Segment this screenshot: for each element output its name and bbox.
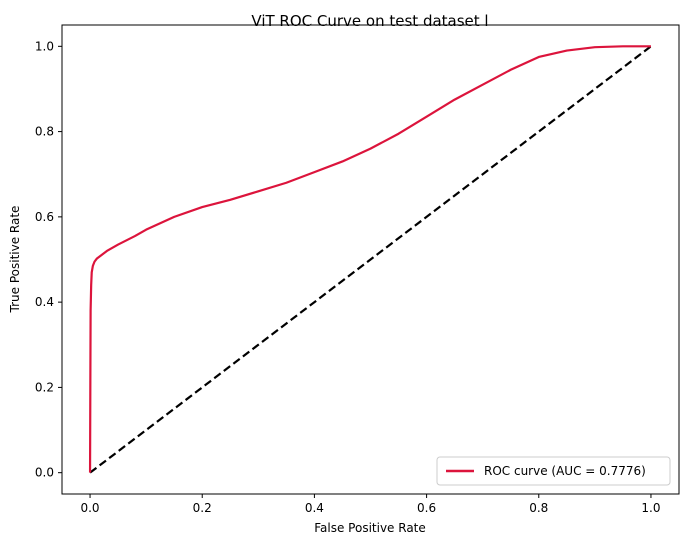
y-tick-label: 0.4 (35, 295, 54, 309)
y-tick-label: 1.0 (35, 39, 54, 53)
x-axis-ticks: 0.0 0.2 0.4 0.6 0.8 1.0 (80, 494, 661, 515)
legend: ROC curve (AUC = 0.7776) (436, 456, 671, 486)
series-layer (88, 45, 652, 474)
x-tick-label: 0.4 (305, 501, 324, 515)
legend-box (436, 456, 671, 486)
x-tick-label: 0.0 (80, 501, 99, 515)
x-tick-label: 0.2 (193, 501, 212, 515)
y-axis-label: True Positive Rate (8, 206, 22, 314)
plot-area (61, 24, 680, 495)
y-tick-label: 0.6 (35, 210, 54, 224)
y-tick-label: 0.8 (35, 125, 54, 139)
x-axis-label: False Positive Rate (314, 521, 426, 535)
x-tick-label: 1.0 (641, 501, 660, 515)
x-tick-label: 0.8 (529, 501, 548, 515)
y-tick-label: 0.2 (35, 380, 54, 394)
chart-title: ViT ROC Curve on test dataset l (251, 12, 488, 30)
plot-frame (61, 24, 680, 495)
y-axis-ticks: 0.0 0.2 0.4 0.6 0.8 1.0 (35, 39, 62, 480)
legend-label-roc: ROC curve (AUC = 0.7776) (484, 464, 646, 478)
y-tick-label: 0.0 (35, 466, 54, 480)
roc-curve-line (88, 45, 651, 473)
x-tick-label: 0.6 (417, 501, 436, 515)
diagonal-reference-line (89, 45, 652, 474)
